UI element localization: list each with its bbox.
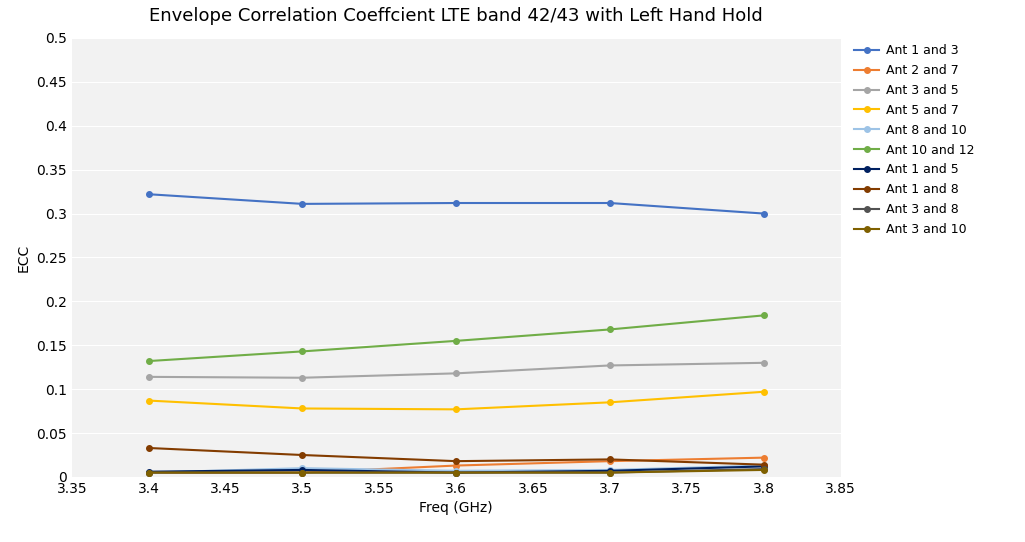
Ant 3 and 5 [296,375,309,381]
Ant 3 and 10 [296,469,309,476]
Ant 8 and 10 [296,465,309,472]
Ant 1 and 3 [142,191,155,197]
Ant 1 and 3 [450,200,462,207]
Ant 1 and 8 [604,456,616,463]
Ant 3 and 8 [142,469,155,476]
Y-axis label: ECC: ECC [16,243,31,272]
Line: Ant 1 and 8: Ant 1 and 8 [146,445,767,467]
Ant 8 and 10 [757,462,770,469]
Ant 3 and 5 [450,370,462,377]
Ant 3 and 8 [757,466,770,472]
Ant 3 and 10 [450,469,462,476]
Ant 2 and 7 [142,469,155,476]
Ant 5 and 7 [450,406,462,412]
Ant 10 and 12 [450,338,462,344]
Ant 5 and 7 [142,397,155,404]
Line: Ant 5 and 7: Ant 5 and 7 [146,389,767,412]
Ant 3 and 5 [604,362,616,369]
Line: Ant 1 and 3: Ant 1 and 3 [146,191,767,216]
Ant 8 and 10 [604,467,616,473]
Ant 3 and 8 [450,469,462,476]
Ant 10 and 12 [142,358,155,364]
Ant 1 and 5 [142,468,155,475]
Line: Ant 3 and 5: Ant 3 and 5 [146,360,767,380]
Ant 1 and 8 [142,445,155,451]
Ant 2 and 7 [296,469,309,476]
Ant 3 and 5 [757,359,770,366]
X-axis label: Freq (GHz): Freq (GHz) [419,501,493,515]
Ant 5 and 7 [604,399,616,405]
Ant 1 and 3 [757,210,770,217]
Ant 1 and 5 [757,463,770,470]
Line: Ant 3 and 10: Ant 3 and 10 [146,467,767,475]
Ant 8 and 10 [450,468,462,474]
Ant 5 and 7 [296,405,309,412]
Line: Ant 1 and 5: Ant 1 and 5 [146,463,767,475]
Ant 10 and 12 [604,326,616,333]
Ant 1 and 5 [296,467,309,473]
Ant 3 and 10 [604,469,616,476]
Title: Envelope Correlation Coeffcient LTE band 42/43 with Left Hand Hold: Envelope Correlation Coeffcient LTE band… [150,7,763,25]
Ant 2 and 7 [757,454,770,461]
Ant 2 and 7 [604,458,616,464]
Ant 2 and 7 [450,462,462,469]
Ant 3 and 10 [757,467,770,473]
Ant 8 and 10 [142,469,155,476]
Line: Ant 10 and 12: Ant 10 and 12 [146,313,767,364]
Ant 1 and 3 [604,200,616,207]
Ant 3 and 8 [604,469,616,476]
Ant 5 and 7 [757,389,770,395]
Ant 10 and 12 [757,312,770,319]
Ant 1 and 8 [296,452,309,459]
Ant 3 and 8 [296,469,309,476]
Ant 3 and 5 [142,373,155,380]
Ant 10 and 12 [296,348,309,354]
Line: Ant 8 and 10: Ant 8 and 10 [146,463,767,475]
Ant 1 and 5 [450,469,462,476]
Line: Ant 3 and 8: Ant 3 and 8 [146,466,767,475]
Ant 1 and 3 [296,201,309,207]
Line: Ant 2 and 7: Ant 2 and 7 [146,455,767,475]
Ant 1 and 8 [450,458,462,464]
Ant 1 and 5 [604,468,616,474]
Ant 1 and 8 [757,461,770,468]
Ant 3 and 10 [142,469,155,476]
Legend: Ant 1 and 3, Ant 2 and 7, Ant 3 and 5, Ant 5 and 7, Ant 8 and 10, Ant 10 and 12,: Ant 1 and 3, Ant 2 and 7, Ant 3 and 5, A… [855,44,974,236]
